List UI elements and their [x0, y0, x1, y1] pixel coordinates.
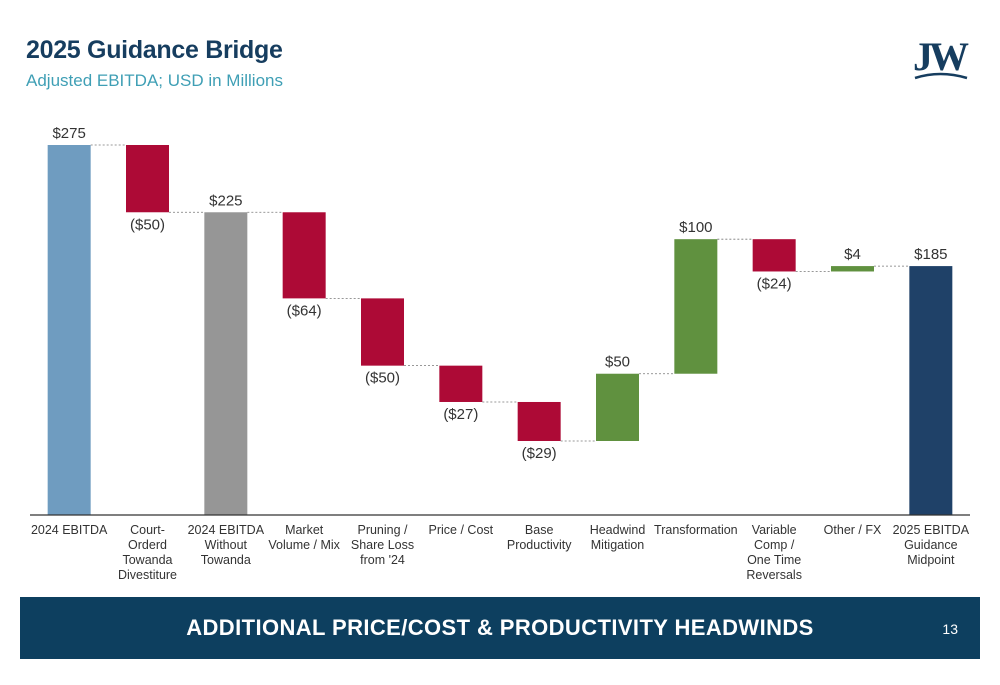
category-label-line: Towanda: [201, 553, 251, 567]
data-label: $185: [914, 246, 947, 263]
category-label: 2024 EBITDA: [31, 523, 108, 537]
data-label: ($64): [287, 302, 322, 319]
waterfall-bar: [204, 212, 248, 516]
category-label: Base Productivity: [507, 523, 572, 552]
company-logo: JW: [913, 34, 973, 80]
category-label-line: Base: [525, 523, 554, 537]
category-label-line: 2024 EBITDA: [31, 523, 108, 537]
category-label-line: 2024 EBITDA: [188, 523, 265, 537]
category-label-line: Orderd: [128, 538, 167, 552]
data-label: ($50): [365, 370, 400, 387]
category-label: 2024 EBITDA Without Towanda: [188, 523, 265, 567]
waterfall-bar: [674, 239, 718, 374]
category-label-line: Market: [285, 523, 324, 537]
category-label-line: Volume / Mix: [268, 538, 340, 552]
waterfall-bar: [126, 145, 169, 213]
category-label-line: Price / Cost: [429, 523, 494, 537]
category-label: Price / Cost: [429, 523, 494, 537]
page-title: 2025 Guidance Bridge: [26, 36, 283, 64]
category-label: 2025 EBITDA Guidance Midpoint: [893, 523, 970, 567]
data-label: $50: [605, 354, 630, 371]
category-label-line: Headwind: [590, 523, 646, 537]
category-label-line: Mitigation: [591, 538, 645, 552]
category-label: Other / FX: [824, 523, 882, 537]
category-label-line: Court-: [130, 523, 165, 537]
category-label-line: Pruning /: [357, 523, 408, 537]
data-label: $225: [209, 192, 242, 209]
data-label: $100: [679, 219, 712, 236]
category-label: Headwind Mitigation: [590, 523, 646, 552]
data-label: $275: [52, 125, 85, 142]
category-label: Market Volume / Mix: [268, 523, 340, 552]
data-label: ($27): [443, 406, 478, 423]
category-label-line: Other / FX: [824, 523, 882, 537]
banner-headline: ADDITIONAL PRICE/COST & PRODUCTIVITY HEA…: [186, 615, 814, 640]
category-label-line: One Time: [747, 553, 801, 567]
category-label-line: Divestiture: [118, 568, 177, 582]
category-label-line: Comp /: [754, 538, 795, 552]
waterfall-bar: [47, 145, 91, 515]
category-label-line: 2025 EBITDA: [893, 523, 970, 537]
waterfall-bar: [752, 239, 796, 272]
category-label-line: Midpoint: [907, 553, 955, 567]
data-label: ($50): [130, 216, 165, 233]
data-label: $4: [844, 246, 861, 263]
waterfall-bar: [596, 373, 639, 441]
category-label-line: Productivity: [507, 538, 572, 552]
page-subtitle: Adjusted EBITDA; USD in Millions: [26, 71, 283, 90]
logo-text: JW: [913, 34, 969, 79]
category-label: Pruning / Share Loss from '24: [351, 523, 414, 567]
category-label: Court-Orderd Towanda Divestiture: [118, 523, 177, 582]
data-label: ($24): [757, 275, 792, 292]
category-label-line: Transformation: [654, 523, 738, 537]
category-label: Transformation: [654, 523, 738, 537]
waterfall-bar: [282, 212, 326, 299]
category-label: Variable Comp / One Time Reversals: [746, 523, 802, 582]
category-label-line: Reversals: [746, 568, 802, 582]
category-label-line: Towanda: [122, 553, 172, 567]
page-number: 13: [942, 621, 958, 637]
category-label-line: Share Loss: [351, 538, 414, 552]
category-label-line: Variable: [752, 523, 797, 537]
waterfall-bar: [831, 266, 874, 272]
category-label-line: from '24: [360, 553, 405, 567]
waterfall-bar: [517, 401, 561, 441]
waterfall-bar: [909, 266, 953, 515]
waterfall-bar: [361, 298, 404, 366]
data-label: ($29): [522, 445, 557, 462]
category-label-line: Without: [205, 538, 248, 552]
waterfall-bar: [439, 365, 483, 402]
category-label-line: Guidance: [904, 538, 958, 552]
bottom-banner: ADDITIONAL PRICE/COST & PRODUCTIVITY HEA…: [20, 597, 980, 659]
